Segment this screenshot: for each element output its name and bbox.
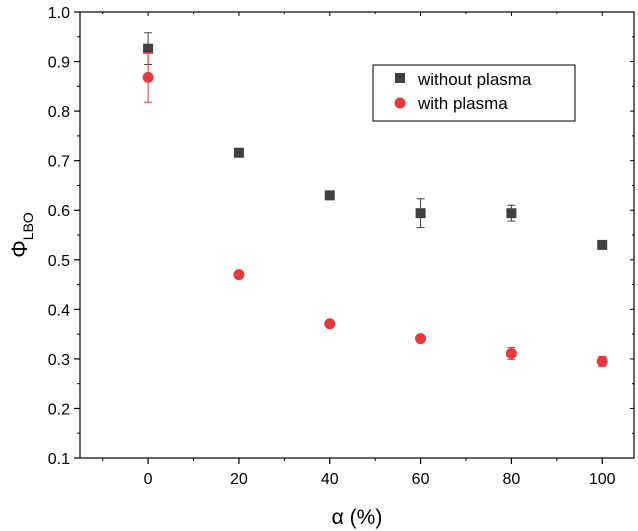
x-tick-label: 100 xyxy=(589,471,616,488)
x-axis-ticks: 0 20 40 60 80 100 xyxy=(102,12,616,488)
data-point-without-plasma xyxy=(506,208,517,219)
data-point-without-plasma xyxy=(597,239,608,250)
y-tick-label: 0.8 xyxy=(48,104,70,121)
data-point-with-plasma xyxy=(415,333,427,345)
legend: without plasma with plasma xyxy=(372,64,576,122)
y-axis-label: ΦLBO xyxy=(7,212,36,258)
data-point-without-plasma xyxy=(143,43,154,54)
data-point-without-plasma xyxy=(324,190,335,201)
x-tick-label: 60 xyxy=(412,471,430,488)
legend-marker-with-plasma xyxy=(394,97,406,109)
y-axis-ticks: 0.1 0.2 0.3 0.4 0.5 0.6 0.7 0.8 0.9 1.0 xyxy=(48,5,634,468)
data-point-with-plasma xyxy=(142,71,154,83)
y-tick-label: 0.4 xyxy=(48,302,70,319)
x-tick-label: 0 xyxy=(144,471,153,488)
y-tick-label: 0.5 xyxy=(48,253,70,270)
data-marks xyxy=(142,32,608,367)
legend-label-with-plasma: with plasma xyxy=(417,94,508,113)
data-point-without-plasma xyxy=(233,147,244,158)
data-point-with-plasma xyxy=(324,318,336,330)
x-tick-label: 80 xyxy=(502,471,520,488)
data-point-with-plasma xyxy=(596,355,608,367)
data-point-with-plasma xyxy=(233,269,245,281)
x-tick-label: 20 xyxy=(230,471,248,488)
y-axis-label-main: Φ xyxy=(7,240,32,258)
y-tick-label: 0.2 xyxy=(48,401,70,418)
legend-marker-without-plasma xyxy=(395,73,405,83)
data-point-with-plasma xyxy=(505,347,517,359)
y-tick-label: 0.9 xyxy=(48,55,70,72)
legend-box xyxy=(372,64,576,122)
y-axis-label-subscript: LBO xyxy=(20,212,36,240)
y-tick-label: 0.1 xyxy=(48,451,70,468)
x-tick-label: 40 xyxy=(321,471,339,488)
y-tick-label: 0.7 xyxy=(48,154,70,171)
y-tick-label: 0.3 xyxy=(48,352,70,369)
legend-label-without-plasma: without plasma xyxy=(417,70,532,89)
y-tick-label: 0.6 xyxy=(48,203,70,220)
y-tick-label: 1.0 xyxy=(48,5,70,22)
x-axis-label: α (%) xyxy=(332,506,383,529)
data-point-without-plasma xyxy=(415,208,426,219)
